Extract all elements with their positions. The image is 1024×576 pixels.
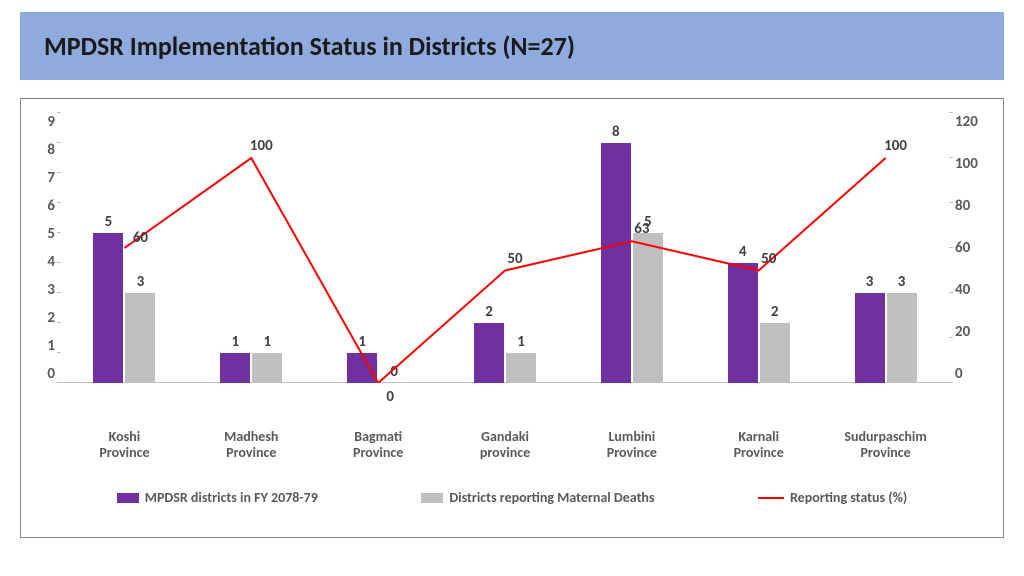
bar-value-label: 3 [866, 273, 874, 291]
legend-swatch-reporting-status [758, 497, 784, 499]
y-left-tick: 1 [47, 337, 55, 355]
y-left-tick: 3 [47, 281, 55, 299]
bar: 5 [633, 233, 663, 383]
y-left-tick: 0 [47, 365, 55, 383]
y-left-tick: 5 [47, 225, 55, 243]
y-right-tick: 80 [955, 197, 970, 215]
y-left-tick: 2 [47, 309, 55, 327]
bar-value-label: 1 [263, 333, 271, 351]
x-label: SudurpaschimProvince [822, 429, 949, 461]
legend-item-mpdsr: MPDSR districts in FY 2078-79 [117, 489, 318, 506]
line-value-label: 50 [761, 250, 776, 268]
bar: 4 [728, 263, 758, 383]
bar-value-label: 1 [517, 333, 525, 351]
y-right-tick: 20 [955, 323, 970, 341]
plot: 53111021854233 601000506350100 [61, 113, 949, 383]
bar: 2 [474, 323, 504, 383]
bar-group: 42 [695, 113, 822, 383]
bar-value-label: 3 [137, 273, 145, 291]
line-value-label: 63 [634, 220, 649, 238]
line-value-label: 100 [884, 137, 907, 155]
y-right-tick: 0 [955, 365, 963, 383]
y-right-tick: 120 [955, 113, 978, 131]
y-left-tick: 9 [47, 113, 55, 131]
bar-value-label: 1 [231, 333, 239, 351]
y-left-tick: 7 [47, 169, 55, 187]
y-axis-left: 9 8 7 6 5 4 3 2 1 0 [35, 113, 61, 383]
y-left-tick: 4 [47, 253, 55, 271]
bar-value-label: 0 [390, 363, 398, 381]
bar-value-label: 4 [739, 243, 747, 261]
bar-value-label: 2 [485, 303, 493, 321]
title-bar: MPDSR Implementation Status in Districts… [20, 12, 1004, 80]
bar: 1 [220, 353, 250, 383]
x-label: MadheshProvince [188, 429, 315, 461]
y-right-tick: 40 [955, 281, 970, 299]
legend: MPDSR districts in FY 2078-79 Districts … [35, 489, 989, 506]
bar: 1 [252, 353, 282, 383]
bar: 5 [93, 233, 123, 383]
y-axis-right: 120 100 80 60 40 20 0 [949, 113, 989, 383]
plot-area: 9876543210 53111021854233 60100050635010… [35, 113, 989, 423]
y-right-tick: 100 [955, 155, 978, 173]
bar: 8 [601, 143, 631, 383]
line-value-label: 0 [386, 388, 394, 406]
bar-group: 85 [568, 113, 695, 383]
bar: 2 [760, 323, 790, 383]
legend-swatch-mpdsr [117, 493, 139, 503]
legend-item-reporting-districts: Districts reporting Maternal Deaths [421, 489, 654, 506]
bar-group: 21 [442, 113, 569, 383]
legend-label-reporting-status: Reporting status (%) [790, 489, 907, 506]
bar-value-label: 3 [898, 273, 906, 291]
bar: 3 [887, 293, 917, 383]
legend-label-mpdsr: MPDSR districts in FY 2078-79 [145, 489, 318, 506]
x-label: KoshiProvince [61, 429, 188, 461]
bar-value-label: 2 [771, 303, 779, 321]
y-right-tick: 60 [955, 239, 970, 257]
bar-value-label: 5 [105, 213, 113, 231]
bar-group: 10 [315, 113, 442, 383]
legend-item-reporting-status: Reporting status (%) [758, 489, 907, 506]
legend-swatch-reporting-districts [421, 493, 443, 503]
bar: 1 [347, 353, 377, 383]
line-value-label: 60 [133, 229, 148, 247]
line-value-label: 50 [507, 250, 522, 268]
bar: 1 [506, 353, 536, 383]
x-label: LumbiniProvince [568, 429, 695, 461]
legend-label-reporting-districts: Districts reporting Maternal Deaths [449, 489, 654, 506]
bar-value-label: 8 [612, 123, 620, 141]
x-axis-labels: KoshiProvinceMadheshProvinceBagmatiProvi… [61, 429, 949, 461]
bar-group: 53 [61, 113, 188, 383]
bar: 3 [855, 293, 885, 383]
page-title: MPDSR Implementation Status in Districts… [44, 30, 980, 62]
x-label: Gandakiprovince [442, 429, 569, 461]
line-value-label: 100 [250, 137, 273, 155]
bar-groups: 53111021854233 [61, 113, 949, 383]
y-left-tick: 6 [47, 197, 55, 215]
bar-value-label: 1 [358, 333, 366, 351]
x-label: KarnaliProvince [695, 429, 822, 461]
y-left-tick: 8 [47, 141, 55, 159]
chart-container: 9876543210 53111021854233 60100050635010… [20, 98, 1004, 538]
bar: 3 [125, 293, 155, 383]
x-label: BagmatiProvince [315, 429, 442, 461]
